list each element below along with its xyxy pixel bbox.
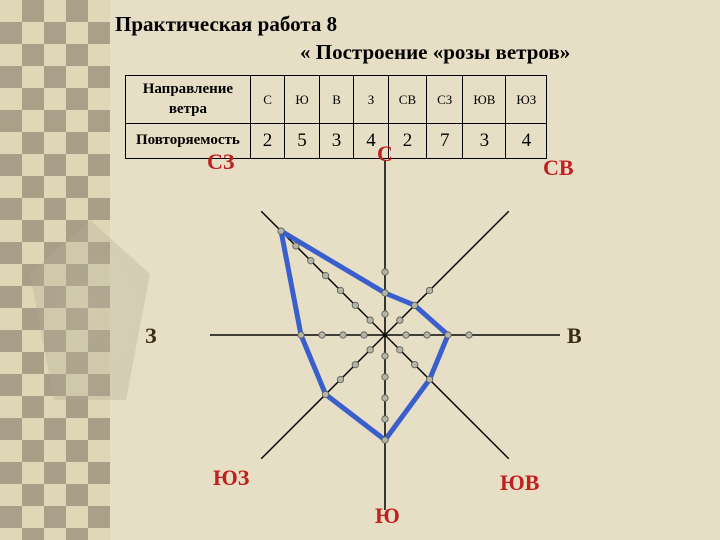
col-З: З xyxy=(354,76,389,124)
subtitle: « Построение «розы ветров» xyxy=(300,40,570,65)
axis-label-СВ: СВ xyxy=(543,155,574,181)
title: Практическая работа 8 xyxy=(115,12,337,37)
axis-label-В: В xyxy=(567,323,582,349)
col-В: В xyxy=(319,76,354,124)
col-С: С xyxy=(250,76,285,124)
axis-label-СЗ: СЗ xyxy=(207,149,235,175)
axis-label-ЮВ: ЮВ xyxy=(500,470,539,496)
col-СВ: СВ xyxy=(388,76,426,124)
col-ЮЗ: ЮЗ xyxy=(506,76,547,124)
col-ЮВ: ЮВ xyxy=(463,76,506,124)
wind-rose-svg xyxy=(135,145,585,525)
axis-label-С: С xyxy=(377,141,393,167)
axis-label-З: З xyxy=(145,323,157,349)
wind-rose-diagram: ССВВЮВЮЮЗЗСЗ xyxy=(135,145,585,525)
row-header-direction: Направление ветра xyxy=(126,76,251,124)
slide-content: Практическая работа 8 « Построение «розы… xyxy=(0,0,720,540)
axis-label-ЮЗ: ЮЗ xyxy=(213,465,249,491)
table-row: Направление ветра С Ю В З СВ СЗ ЮВ ЮЗ xyxy=(126,76,547,124)
col-Ю: Ю xyxy=(285,76,320,124)
axis-label-Ю: Ю xyxy=(375,503,400,529)
col-СЗ: СЗ xyxy=(427,76,463,124)
